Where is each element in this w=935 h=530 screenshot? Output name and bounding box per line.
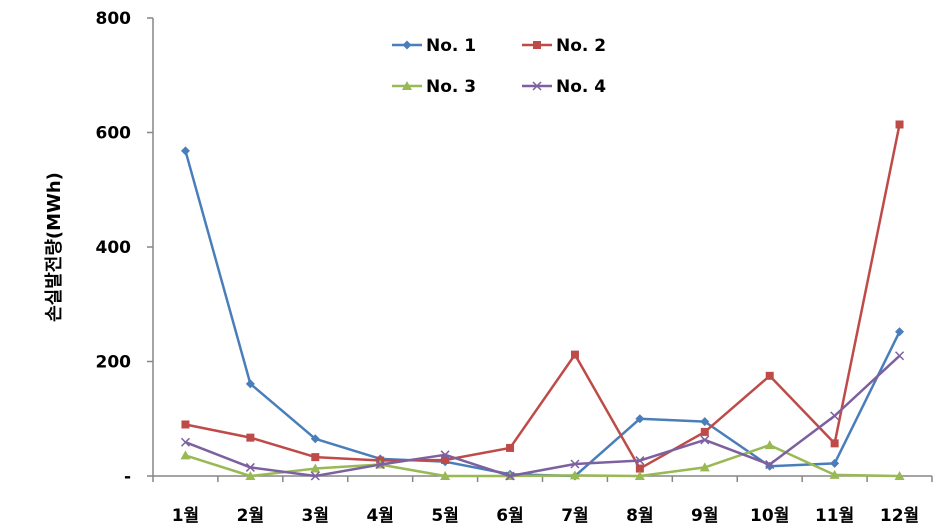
legend-swatch-marker [532, 81, 542, 91]
series-line [185, 124, 901, 470]
y-tick-label: 200 [96, 353, 132, 373]
legend-item: No. 4 [522, 77, 606, 97]
data-point [506, 443, 515, 452]
y-tick-label: 400 [96, 238, 132, 258]
data-point [894, 471, 905, 480]
data-point [180, 450, 191, 460]
data-point [441, 455, 450, 464]
legend-item: No. 2 [522, 36, 606, 56]
data-point [310, 471, 320, 481]
y-tick-label: 800 [96, 9, 132, 29]
series-group [180, 120, 905, 481]
legend-label: No. 1 [426, 36, 476, 56]
data-point [700, 417, 710, 427]
legend: No. 1 No. 2 No. 3 No. 4 [392, 36, 606, 97]
y-ticks: - 200 400 600 800 [96, 9, 153, 487]
data-point [246, 433, 255, 442]
data-point [570, 459, 580, 469]
data-point [245, 379, 255, 389]
series-4 [180, 351, 905, 481]
y-axis-label: 손실발전량(MWh) [44, 172, 65, 322]
x-tick-label: 2월 [237, 506, 264, 526]
y-tick-label: - [124, 467, 131, 487]
legend-swatch-marker [402, 81, 412, 90]
data-point [310, 463, 321, 473]
data-point [895, 351, 905, 361]
data-point [180, 146, 190, 156]
data-point [180, 437, 190, 447]
data-point [440, 471, 451, 480]
legend-label: No. 3 [426, 77, 476, 97]
legend-item: No. 3 [392, 77, 476, 97]
x-tick-label: 6월 [496, 506, 523, 526]
data-point [635, 456, 645, 466]
legend-swatch-marker [533, 41, 541, 49]
data-point [830, 439, 839, 448]
data-point [245, 471, 256, 480]
x-tick-label: 9월 [691, 506, 718, 526]
data-point [829, 469, 840, 479]
series-line [185, 443, 900, 478]
data-point [830, 458, 840, 468]
data-point [569, 470, 580, 480]
series-line [184, 150, 901, 478]
data-point [375, 460, 385, 470]
data-point [764, 440, 775, 450]
x-tick-label: 3월 [302, 506, 329, 526]
data-point [699, 462, 710, 472]
legend-label: No. 4 [556, 77, 606, 97]
data-point [570, 350, 579, 359]
x-tick-label: 11월 [815, 506, 854, 526]
x-tick-label: 8월 [626, 506, 653, 526]
data-point [245, 462, 255, 472]
data-point [895, 327, 905, 337]
x-tick-label: 7월 [561, 506, 588, 526]
series-1 [180, 146, 905, 481]
series-3 [180, 440, 905, 480]
data-point [830, 411, 840, 421]
data-point [635, 414, 645, 424]
data-point [310, 434, 320, 444]
data-point [311, 453, 320, 462]
data-point [700, 427, 709, 436]
series-2 [181, 120, 904, 473]
y-tick-label: 600 [96, 124, 132, 144]
data-point [700, 435, 710, 445]
legend-item: No. 1 [392, 36, 476, 56]
legend-swatch-marker [402, 40, 412, 50]
x-tick-label: 12월 [880, 506, 919, 526]
x-ticks: 1월 2월 3월 4월 5월 6월 7월 8월 9월 10월 11월 12월 [152, 476, 933, 526]
data-point [634, 471, 645, 480]
legend-label: No. 2 [556, 36, 606, 56]
data-point [635, 464, 644, 473]
data-point [765, 460, 775, 470]
x-tick-label: 1월 [172, 506, 199, 526]
x-tick-label: 4월 [366, 506, 393, 526]
series-line [185, 354, 901, 478]
data-point [765, 371, 774, 380]
x-tick-label: 10월 [750, 506, 789, 526]
x-tick-label: 5월 [431, 506, 458, 526]
data-point [895, 120, 904, 129]
data-point [440, 450, 450, 460]
data-point [505, 471, 515, 481]
data-point [181, 420, 190, 429]
